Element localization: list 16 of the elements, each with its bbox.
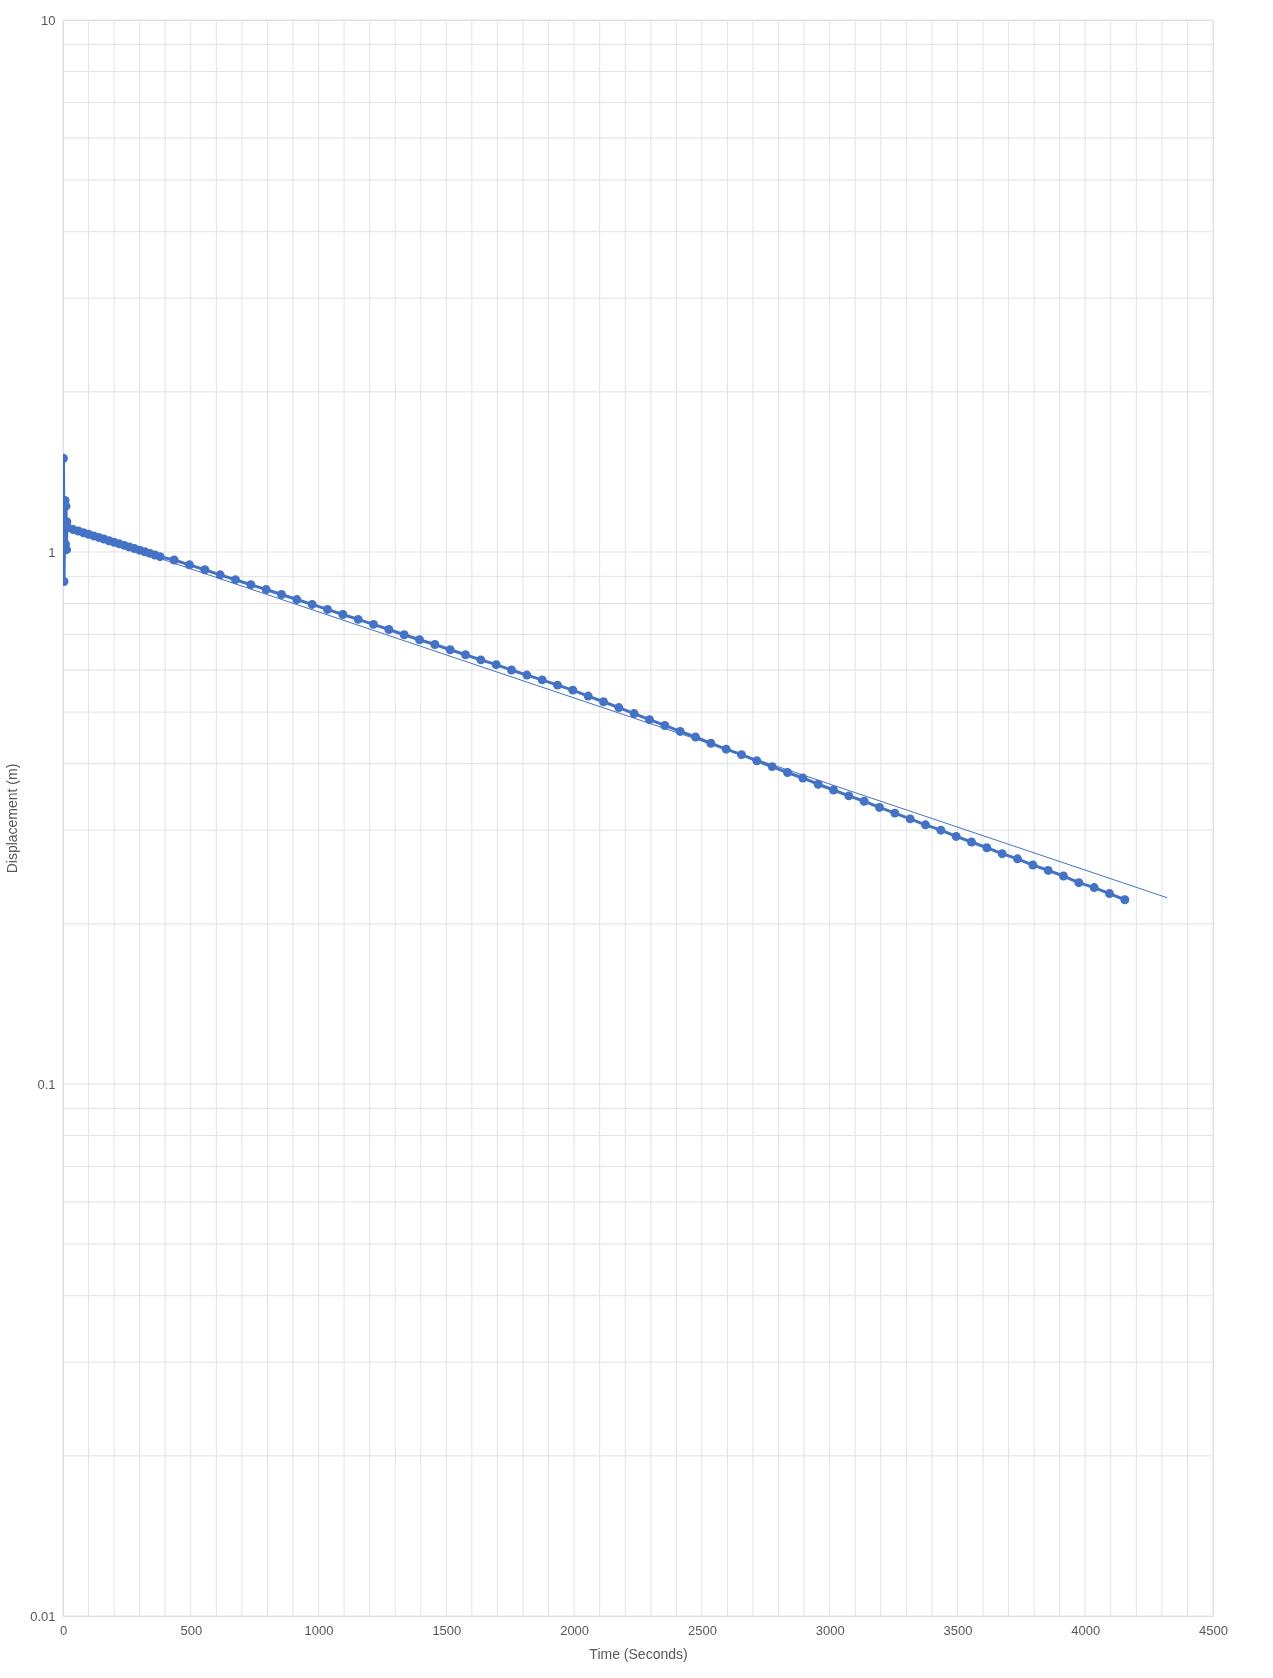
x-tick-label: 4000: [1071, 1622, 1101, 1638]
x-tick-label: 2500: [687, 1622, 717, 1638]
y-axis-title: Displacement (m): [4, 763, 21, 874]
y-tick-label: 0.1: [37, 1076, 56, 1092]
x-tick-label: 1000: [304, 1622, 334, 1638]
y-tick-label: 10: [41, 12, 56, 28]
x-tick-label: 500: [180, 1622, 203, 1638]
x-tick-label: 3500: [943, 1622, 973, 1638]
y-tick-label: 0.01: [30, 1608, 56, 1624]
x-tick-label: 3000: [815, 1622, 845, 1638]
x-tick-label: 1500: [432, 1622, 462, 1638]
x-tick-label: 4500: [1199, 1622, 1228, 1638]
y-tick-label: 1: [48, 544, 56, 560]
x-axis-title: Time (Seconds): [589, 1645, 688, 1662]
x-tick-label: 2000: [560, 1622, 590, 1638]
x-tick-label: 0: [59, 1622, 68, 1638]
